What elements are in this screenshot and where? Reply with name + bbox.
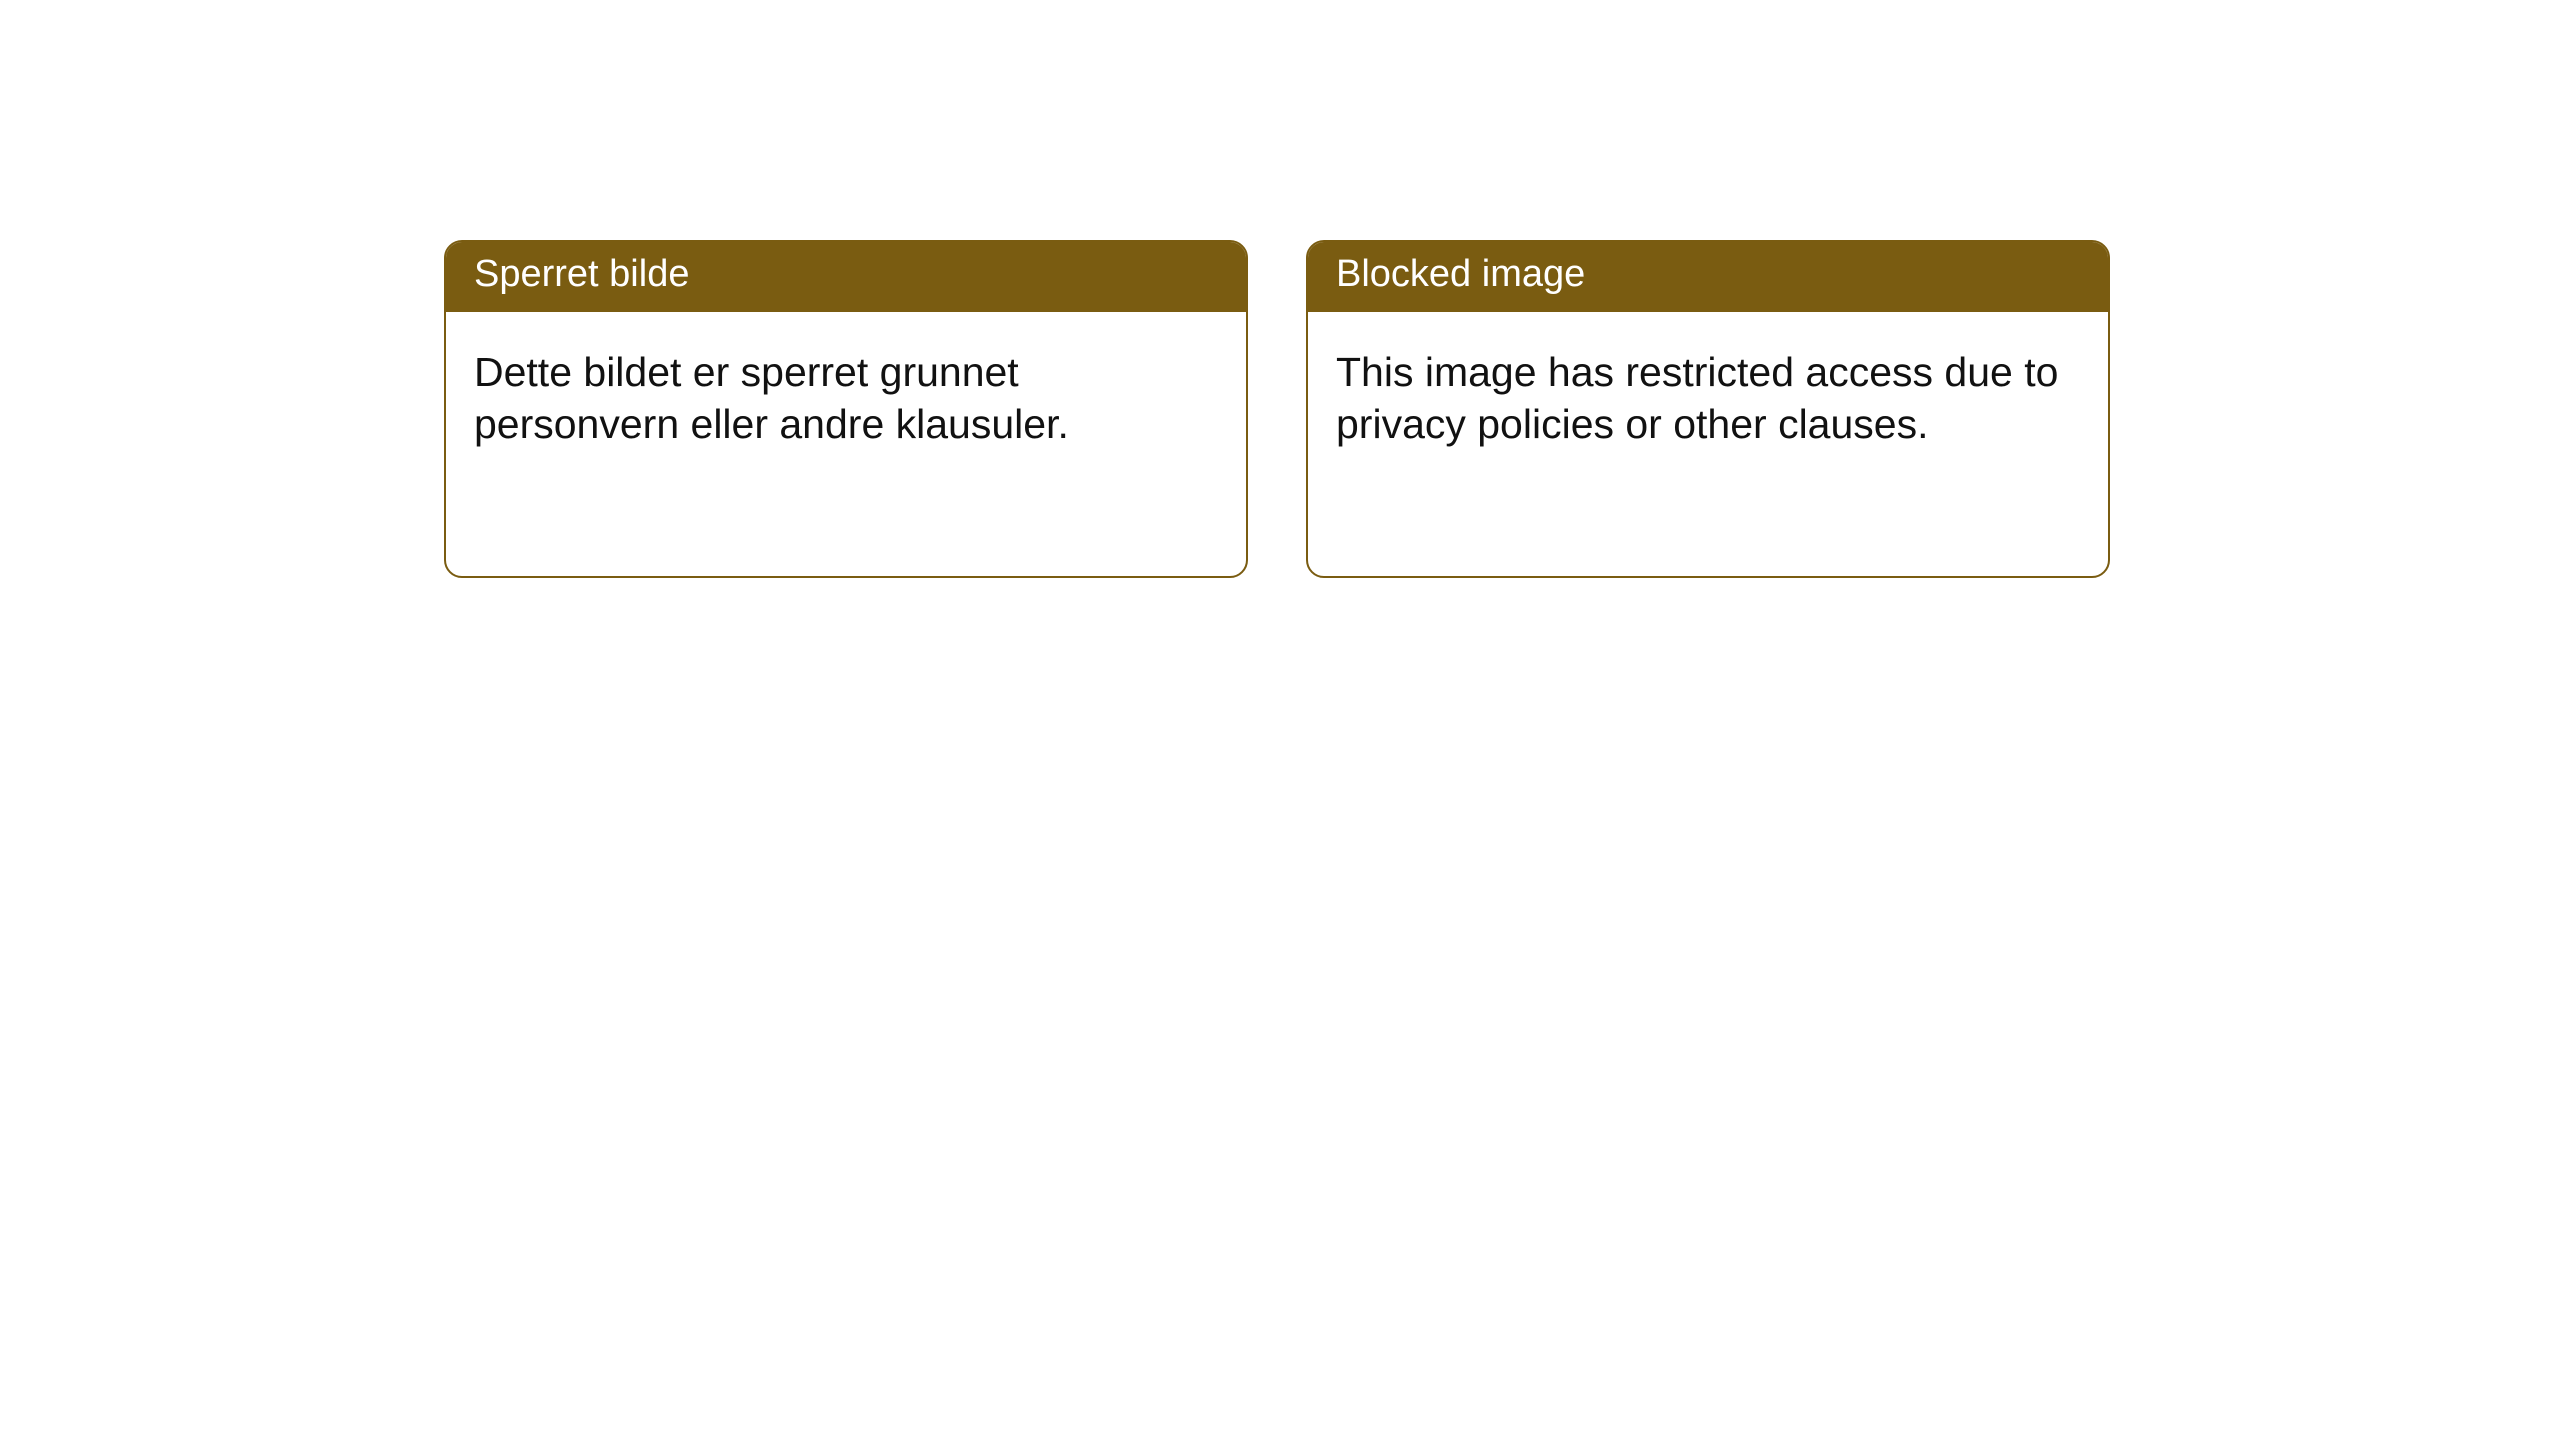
card-body-text: This image has restricted access due to …	[1308, 312, 2108, 485]
notice-cards-row: Sperret bilde Dette bildet er sperret gr…	[444, 240, 2110, 578]
card-title: Sperret bilde	[446, 242, 1246, 312]
card-title: Blocked image	[1308, 242, 2108, 312]
blocked-image-card-en: Blocked image This image has restricted …	[1306, 240, 2110, 578]
card-body-text: Dette bildet er sperret grunnet personve…	[446, 312, 1246, 485]
blocked-image-card-no: Sperret bilde Dette bildet er sperret gr…	[444, 240, 1248, 578]
